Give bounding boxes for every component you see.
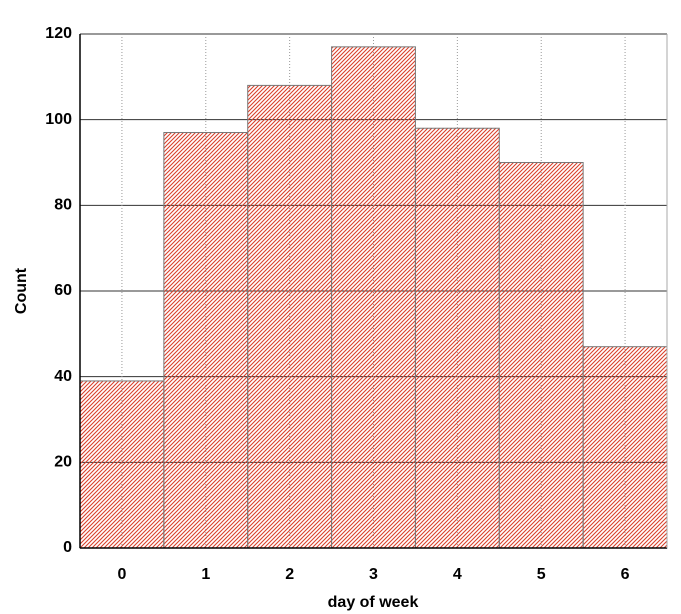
y-tick-label: 40	[54, 368, 72, 385]
y-tick-label: 120	[45, 25, 72, 42]
bar	[79, 380, 165, 549]
y-tick-label: 100	[45, 111, 72, 128]
bar	[331, 46, 416, 549]
bar	[163, 132, 249, 549]
bar	[247, 84, 333, 549]
bar	[582, 346, 668, 549]
y-tick-label: 80	[54, 197, 72, 214]
y-tick-label: 20	[54, 454, 72, 471]
x-tick-label: 0	[117, 566, 126, 583]
x-tick-label: 1	[201, 566, 210, 583]
x-axis-label: day of week	[328, 594, 419, 611]
x-tick-label: 2	[285, 566, 294, 583]
y-tick-label: 0	[63, 539, 72, 556]
x-tick-label: 4	[453, 566, 462, 583]
x-tick-label: 3	[369, 566, 378, 583]
x-tick-label: 5	[537, 566, 546, 583]
y-axis-label: Count	[13, 267, 30, 314]
bar	[414, 127, 500, 549]
bar	[498, 162, 584, 549]
x-tick-label: 6	[621, 566, 630, 583]
y-tick-label: 60	[54, 282, 72, 299]
